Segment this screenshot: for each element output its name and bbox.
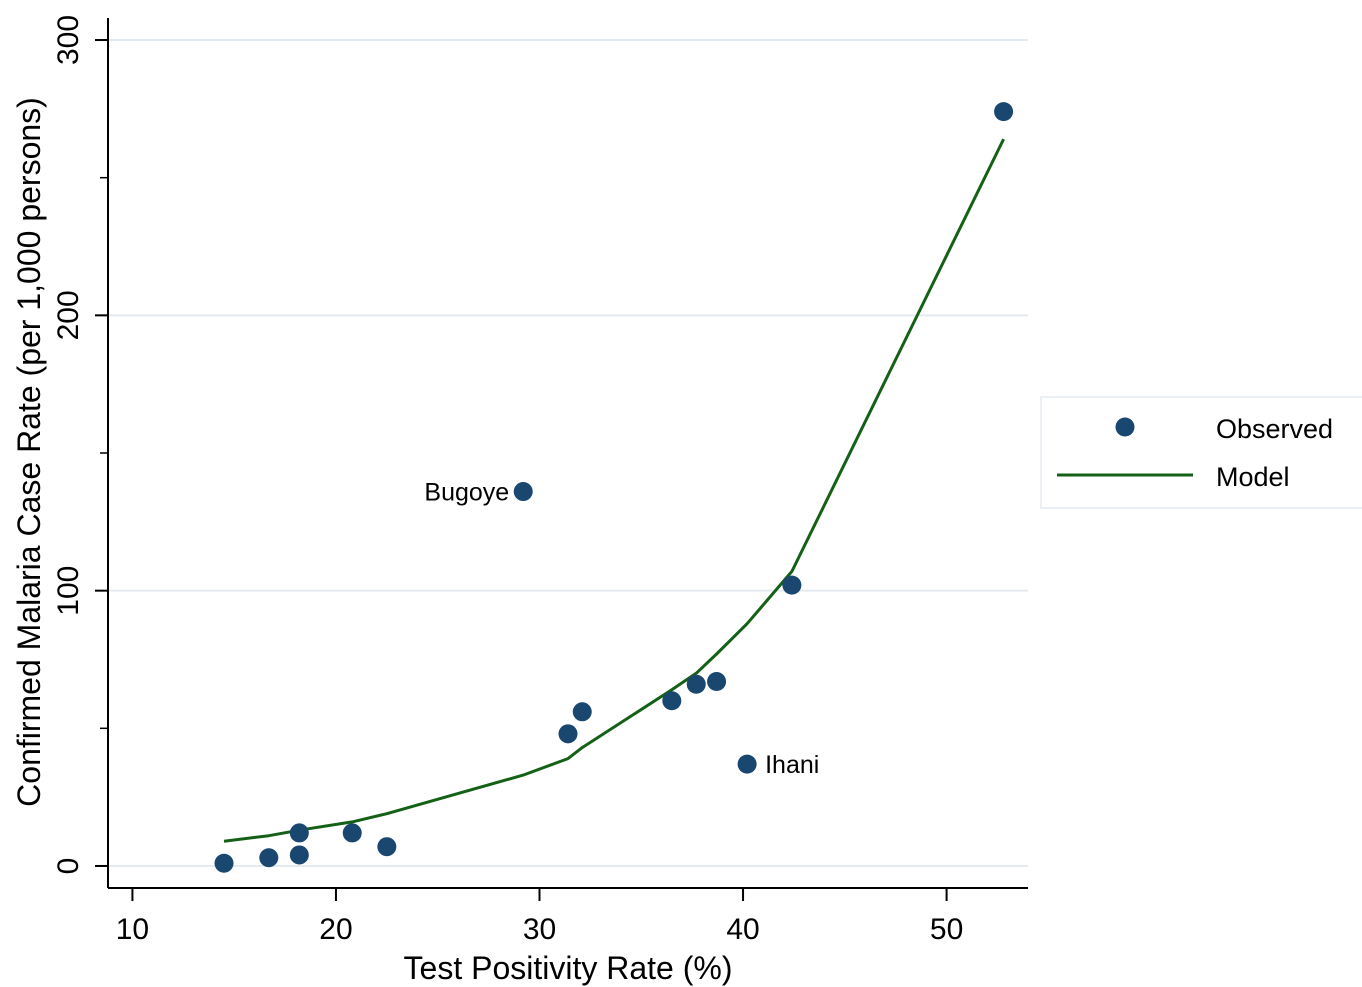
y-tick-label: 0: [52, 858, 85, 875]
observed-point: [289, 823, 309, 843]
observed-point: [686, 674, 706, 694]
observed-point: [342, 823, 362, 843]
legend-model-label: Model: [1216, 462, 1290, 492]
y-tick-label: 100: [52, 566, 85, 616]
observed-point: [558, 724, 578, 744]
observed-point: [572, 702, 592, 722]
x-tick-label: 20: [319, 913, 352, 946]
observed-series: [214, 102, 1014, 873]
x-tick-label: 10: [116, 913, 149, 946]
observed-point: [994, 102, 1014, 122]
point-annotation: Bugoye: [424, 479, 509, 507]
observed-point: [782, 575, 802, 595]
legend-observed-marker: [1115, 417, 1135, 437]
model-series: [223, 138, 1005, 843]
axes: 0 100 200 300 10 20 30 40 50: [52, 15, 1028, 946]
grid: [108, 39, 1028, 867]
legend-observed-label: Observed: [1216, 414, 1333, 444]
x-tick-label: 50: [930, 913, 963, 946]
observed-point: [513, 482, 533, 502]
observed-point: [259, 848, 279, 868]
x-tick-label: 40: [726, 913, 759, 946]
model-line: [223, 138, 1005, 843]
legend: Observed Model: [1040, 396, 1362, 509]
observed-point: [289, 845, 309, 865]
y-tick-label: 200: [52, 290, 85, 340]
x-axis-label: Test Positivity Rate (%): [404, 950, 733, 986]
y-axis-label: Confirmed Malaria Case Rate (per 1,000 p…: [11, 97, 47, 807]
observed-point: [662, 691, 682, 711]
point-annotation: Ihani: [765, 751, 819, 779]
observed-point: [377, 837, 397, 857]
observed-point: [737, 754, 757, 774]
legend-box: [1040, 396, 1362, 509]
observed-point: [214, 853, 234, 873]
observed-point: [707, 672, 727, 692]
x-tick-label: 30: [523, 913, 556, 946]
y-tick-label: 300: [52, 15, 85, 65]
annotations: Bugoye Ihani: [424, 479, 819, 780]
